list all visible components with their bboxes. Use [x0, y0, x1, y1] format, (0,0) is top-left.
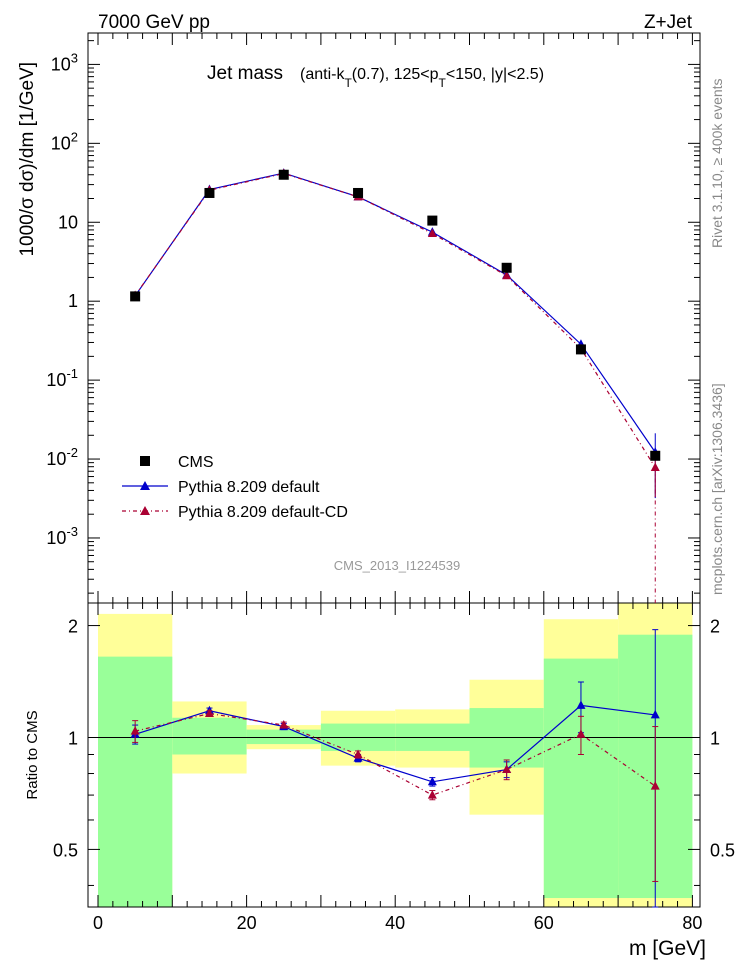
y-tick-base: 10 [46, 449, 66, 469]
legend-marker-cms [140, 456, 150, 466]
chart-subtitle: (anti-kT(0.7), 125<pT<150, |y|<2.5) [300, 66, 544, 90]
y-tick-base: 10 [51, 133, 71, 153]
y-tick-base: 10 [51, 54, 71, 74]
chart-title: Jet mass [207, 63, 283, 84]
legend-marker-cd [140, 506, 150, 515]
ratio-point [353, 749, 363, 759]
y-tick-label: 10-2 [46, 445, 78, 469]
ratio-line [135, 712, 656, 796]
subtitle-c: <150, |y|<2.5) [446, 66, 544, 83]
ratio-point [427, 790, 437, 799]
ratio-tick-label: 2 [68, 617, 78, 637]
x-axis-label: m [GeV] [629, 937, 706, 960]
ratio-tick-label-right: 0.5 [710, 840, 735, 860]
ratio-point [576, 700, 586, 709]
ratio-band-inner [98, 656, 173, 907]
subtitle-a-sub: T [344, 76, 352, 90]
y-tick-exponent: -3 [66, 524, 78, 539]
x-tick-label: 60 [534, 913, 554, 933]
y-tick-label: 10 [58, 212, 78, 232]
x-tick-label: 80 [682, 913, 702, 933]
series-line [134, 172, 656, 453]
ratio-tick-label: 0.5 [53, 840, 78, 860]
legend-marker-default [140, 481, 150, 490]
subtitle-b: (0.7), 125<p [352, 66, 439, 83]
ratio-tick-label-right: 1 [710, 728, 720, 748]
legend-label-cd: Pythia 8.209 default-CD [178, 504, 348, 521]
legend-label-default: Pythia 8.209 default [178, 479, 320, 496]
legend: CMS Pythia 8.209 default Pythia 8.209 de… [122, 454, 348, 521]
ratio-point [650, 781, 660, 790]
ratio-point [576, 729, 586, 738]
y-axis-label: 1000/σ dσ)/dm [1/GeV] [17, 62, 38, 257]
series-point [502, 270, 512, 280]
rivet-label: Rivet 3.1.10, ≥ 400k events [709, 78, 725, 248]
y-tick-label: 103 [51, 50, 78, 74]
cms-data-point [353, 187, 364, 198]
ratio-point [502, 764, 512, 774]
legend-label-cms: CMS [178, 454, 214, 471]
subtitle-b-sub: T [439, 76, 447, 90]
y-tick-label: 1 [68, 291, 78, 311]
ratio-axis-label: Ratio to CMS [24, 710, 41, 799]
x-tick-label: 40 [385, 913, 405, 933]
cms-data-point [130, 291, 141, 302]
cms-data-point [204, 187, 215, 198]
y-tick-label: 10-1 [46, 366, 78, 390]
series-line [134, 172, 656, 468]
cms-data-point [575, 344, 586, 355]
y-tick-label: 10-3 [46, 524, 78, 548]
ratio-point [204, 708, 214, 718]
cms-data-point [501, 262, 512, 273]
ratio-band-inner [172, 717, 247, 755]
cms-data-point [650, 450, 661, 461]
ratio-point [427, 776, 437, 786]
analysis-watermark: CMS_2013_I1224539 [334, 558, 461, 573]
cms-data-point [427, 215, 438, 226]
ratio-line [134, 704, 656, 783]
y-tick-exponent: 2 [71, 129, 78, 144]
ratio-point [650, 709, 660, 719]
y-tick-base: 10 [46, 528, 66, 548]
series-point [427, 228, 437, 238]
ratio-tick-label-right: 2 [710, 617, 720, 637]
y-tick-exponent: 3 [71, 50, 78, 65]
y-tick-base: 10 [46, 370, 66, 390]
ratio-point [279, 720, 289, 729]
x-tick-label: 20 [237, 913, 257, 933]
ratio-point [130, 726, 140, 735]
cms-data-point [278, 169, 289, 180]
header-right: Z+Jet [644, 12, 693, 33]
series-point [650, 462, 660, 472]
subtitle-a: (anti-k [300, 66, 345, 83]
ratio-band-inner [246, 729, 321, 745]
y-tick-exponent: -1 [66, 366, 78, 381]
x-tick-label: 0 [93, 913, 103, 933]
mcplots-label: mcplots.cern.ch [arXiv:1306.3436] [709, 383, 725, 595]
y-tick-label: 102 [51, 129, 78, 153]
ratio-tick-label: 1 [68, 728, 78, 748]
header-left: 7000 GeV pp [98, 12, 210, 33]
y-tick-exponent: -2 [66, 445, 78, 460]
